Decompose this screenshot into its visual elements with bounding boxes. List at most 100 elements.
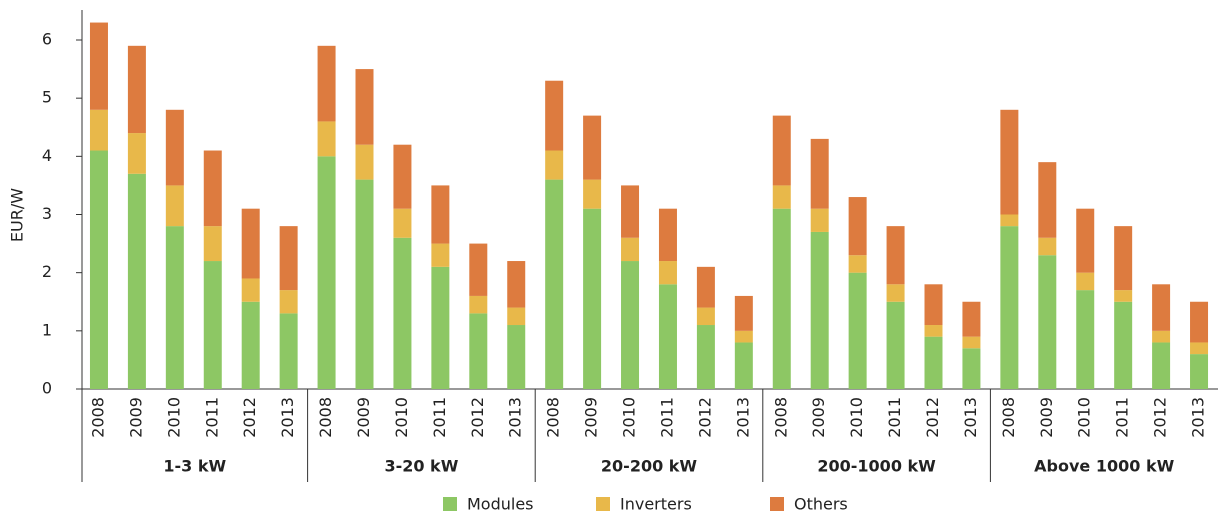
x-tick-label: 2011: [657, 397, 676, 438]
x-tick-label: 2009: [1037, 397, 1056, 438]
legend-label: Inverters: [620, 495, 692, 514]
bar-segment: [1190, 342, 1209, 355]
x-tick-label: 2013: [1189, 397, 1208, 438]
bar-segment: [1076, 290, 1095, 389]
bar-segment: [962, 348, 981, 389]
bar-segment: [89, 150, 108, 389]
bar-segment: [1076, 272, 1095, 291]
bar-segment: [279, 290, 298, 314]
bar-segment: [469, 243, 488, 296]
bar-segment: [848, 197, 867, 256]
bar-segment: [355, 69, 374, 145]
bar-segment: [241, 301, 260, 389]
legend-label: Modules: [467, 495, 534, 514]
bar-segment: [545, 150, 564, 180]
legend-swatch: [770, 497, 784, 511]
x-tick-label: 2011: [430, 397, 449, 438]
bar-segment: [886, 226, 905, 285]
bar-segment: [355, 144, 374, 180]
bar-segment: [621, 185, 640, 238]
bar-segment: [1000, 214, 1019, 227]
bar-segment: [962, 336, 981, 349]
bar-segment: [1114, 226, 1133, 291]
group-label: Above 1000 kW: [1034, 457, 1174, 476]
bar-segment: [355, 179, 374, 389]
x-tick-label: 2009: [809, 397, 828, 438]
y-tick-label: 5: [42, 88, 52, 107]
bar-segment: [734, 295, 753, 331]
bar-segment: [734, 330, 753, 343]
bar-segment: [962, 301, 981, 337]
bar-segment: [810, 138, 829, 209]
x-tick-label: 2008: [544, 397, 563, 438]
y-tick-label: 0: [42, 379, 52, 398]
group-label: 3-20 kW: [384, 457, 458, 476]
bar-segment: [848, 255, 867, 273]
bar-segment: [393, 237, 412, 389]
x-tick-label: 2013: [733, 397, 752, 438]
bar-segment: [658, 284, 677, 389]
x-tick-label: 2010: [164, 397, 183, 438]
bar-segment: [696, 266, 715, 308]
x-tick-label: 2010: [847, 397, 866, 438]
bar-segment: [431, 185, 450, 244]
bar-segment: [1190, 301, 1209, 343]
bar-segment: [165, 185, 184, 227]
legend-swatch: [596, 497, 610, 511]
bar-segment: [507, 325, 526, 389]
group-label: 20-200 kW: [601, 457, 698, 476]
x-tick-label: 2009: [354, 397, 373, 438]
bar-segment: [621, 261, 640, 389]
bar-segment: [127, 133, 146, 174]
y-tick-label: 3: [42, 204, 52, 223]
bar-segment: [1000, 226, 1019, 389]
bar-segment: [545, 80, 564, 151]
x-tick-label: 2010: [620, 397, 639, 438]
bar-segment: [583, 179, 602, 209]
bar-segment: [89, 109, 108, 151]
bar-segment: [1190, 354, 1209, 389]
bar-segment: [658, 261, 677, 285]
bar-segment: [431, 266, 450, 389]
bar-segment: [1114, 290, 1133, 302]
bar-segment: [848, 272, 867, 389]
x-tick-label: 2013: [961, 397, 980, 438]
y-tick-label: 6: [42, 30, 52, 49]
bar-segment: [165, 109, 184, 186]
y-tick-label: 4: [42, 146, 52, 165]
bar-segment: [317, 156, 336, 389]
bar-segment: [393, 144, 412, 209]
bar-segment: [393, 208, 412, 238]
bar-segment: [1000, 109, 1019, 215]
bar-segment: [469, 295, 488, 314]
bar-segment: [1038, 162, 1057, 238]
legend-swatch: [443, 497, 457, 511]
x-tick-label: 2008: [316, 397, 335, 438]
x-tick-label: 2012: [695, 397, 714, 438]
bar-segment: [772, 185, 791, 209]
x-tick-label: 2011: [202, 397, 221, 438]
x-tick-label: 2013: [506, 397, 525, 438]
bar-segment: [1038, 255, 1057, 389]
bar-segment: [241, 208, 260, 279]
bar-segment: [165, 226, 184, 389]
x-tick-label: 2013: [278, 397, 297, 438]
bar-segment: [810, 231, 829, 389]
x-tick-label: 2008: [88, 397, 107, 438]
x-tick-label: 2012: [1151, 397, 1170, 438]
x-tick-label: 2010: [392, 397, 411, 438]
bar-segment: [127, 45, 146, 134]
bar-segment: [203, 261, 222, 389]
bar-segment: [203, 150, 222, 227]
bar-segment: [1114, 301, 1133, 389]
bar-segment: [89, 22, 108, 110]
group-label: 200-1000 kW: [817, 457, 936, 476]
bar-segment: [924, 336, 943, 389]
bar-segment: [772, 115, 791, 186]
bar-segment: [317, 45, 336, 122]
bar-segment: [621, 237, 640, 262]
bar-segment: [696, 307, 715, 326]
bar-segment: [886, 284, 905, 302]
bar-segment: [583, 115, 602, 180]
